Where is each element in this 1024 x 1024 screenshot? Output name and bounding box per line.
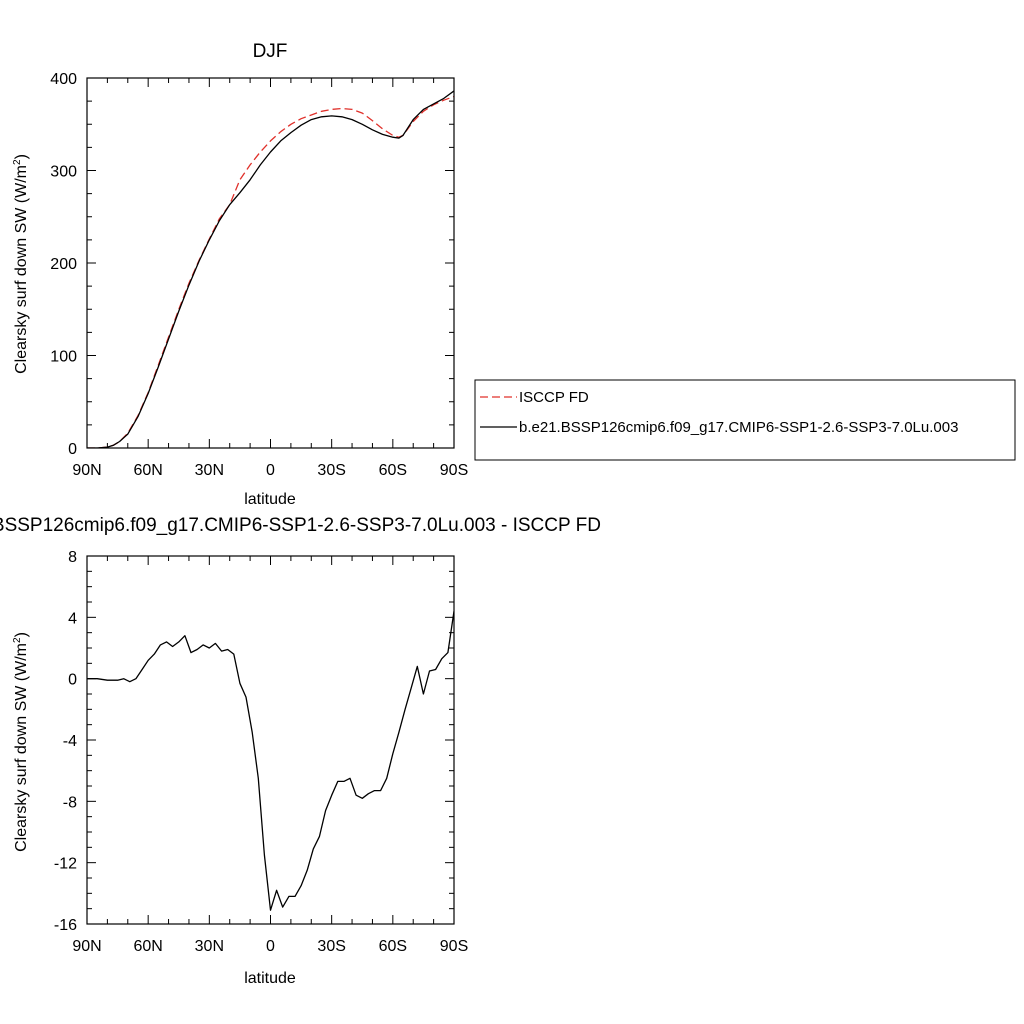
chart0-x-tick-label: 30S	[317, 462, 345, 479]
chart1-y-tick-label: 0	[68, 672, 77, 689]
bottom-y-axis-label: Clearsky surf down SW (W/m2)	[12, 632, 30, 852]
bottom-y-axis-label-sup: 2	[12, 637, 23, 643]
chart1-x-tick-label: 0	[266, 938, 275, 955]
top-x-axis-label: latitude	[244, 491, 296, 508]
top-chart-panel: DJF 90N 60N 30N 0 30S 60S 90S 0 100 200 300 400 lat…	[12, 41, 1016, 508]
bottom-plot-area: 90N 60N 30N 0 30S 60S 90S -16 -12 -8 -4 0 4 8	[54, 549, 468, 955]
chart1-x-tick-label: 60S	[379, 938, 407, 955]
chart0-y-tick-label: 400	[50, 71, 77, 88]
chart0-x-tick-label: 90S	[440, 462, 468, 479]
top-y-axis-label-text: Clearsky surf down SW (W/m	[13, 165, 30, 374]
top-plot-area: 90N 60N 30N 0 30S 60S 90S 0 100 200 300 400	[50, 71, 468, 479]
chart1-series-line-0	[87, 611, 454, 911]
chart0-x-tick-label: 90N	[72, 462, 101, 479]
chart0-frame	[86, 77, 455, 449]
chart0-y-tick-label: 200	[50, 256, 77, 273]
top-y-axis-label-close: )	[13, 154, 30, 159]
legend-frame	[474, 379, 1016, 461]
chart0-series-line-1	[87, 90, 454, 448]
legend-label-isccp: ISCCP FD	[519, 389, 589, 406]
chart0-y-tick-label: 0	[68, 441, 77, 458]
chart0-x-tick-label: 60N	[133, 462, 162, 479]
chart1-x-tick-label: 60N	[133, 938, 162, 955]
chart1-frame	[86, 555, 455, 925]
legend-label-model: b.e21.BSSP126cmip6.f09_g17.CMIP6-SSP1-2.…	[519, 419, 958, 436]
chart1-x-tick-label: 90N	[72, 938, 101, 955]
chart1-x-tick-label: 30N	[195, 938, 224, 955]
bottom-y-axis-label-close: )	[13, 632, 30, 637]
bottom-y-axis-label-text: Clearsky surf down SW (W/m	[13, 643, 30, 852]
chart0-series-line-0	[87, 95, 454, 448]
chart1-y-tick-label: -16	[54, 917, 77, 934]
chart1-y-tick-label: 4	[68, 610, 77, 627]
chart0-x-tick-label: 60S	[379, 462, 407, 479]
top-y-axis-label-sup: 2	[12, 159, 23, 165]
chart1-y-tick-label: 8	[68, 549, 77, 566]
bottom-x-axis-label: latitude	[244, 970, 296, 987]
chart0-y-tick-label: 300	[50, 164, 77, 181]
top-chart-title: DJF	[253, 41, 288, 62]
chart1-x-tick-label: 30S	[317, 938, 345, 955]
chart1-y-tick-label: -8	[63, 794, 77, 811]
bottom-chart-title: b.e21.BSSP126cmip6.f09_g17.CMIP6-SSP1-2.…	[0, 515, 601, 536]
chart1-x-tick-label: 90S	[440, 938, 468, 955]
legend: ISCCP FD b.e21.BSSP126cmip6.f09_g17.CMIP…	[474, 379, 1016, 461]
chart0-y-tick-label: 100	[50, 349, 77, 366]
chart1-y-tick-label: -4	[63, 733, 77, 750]
bottom-chart-panel: b.e21.BSSP126cmip6.f09_g17.CMIP6-SSP1-2.…	[0, 515, 601, 987]
top-y-axis-label: Clearsky surf down SW (W/m2)	[12, 154, 30, 374]
chart1-y-tick-label: -12	[54, 856, 77, 873]
chart0-x-tick-label: 0	[266, 462, 275, 479]
chart0-x-tick-label: 30N	[195, 462, 224, 479]
